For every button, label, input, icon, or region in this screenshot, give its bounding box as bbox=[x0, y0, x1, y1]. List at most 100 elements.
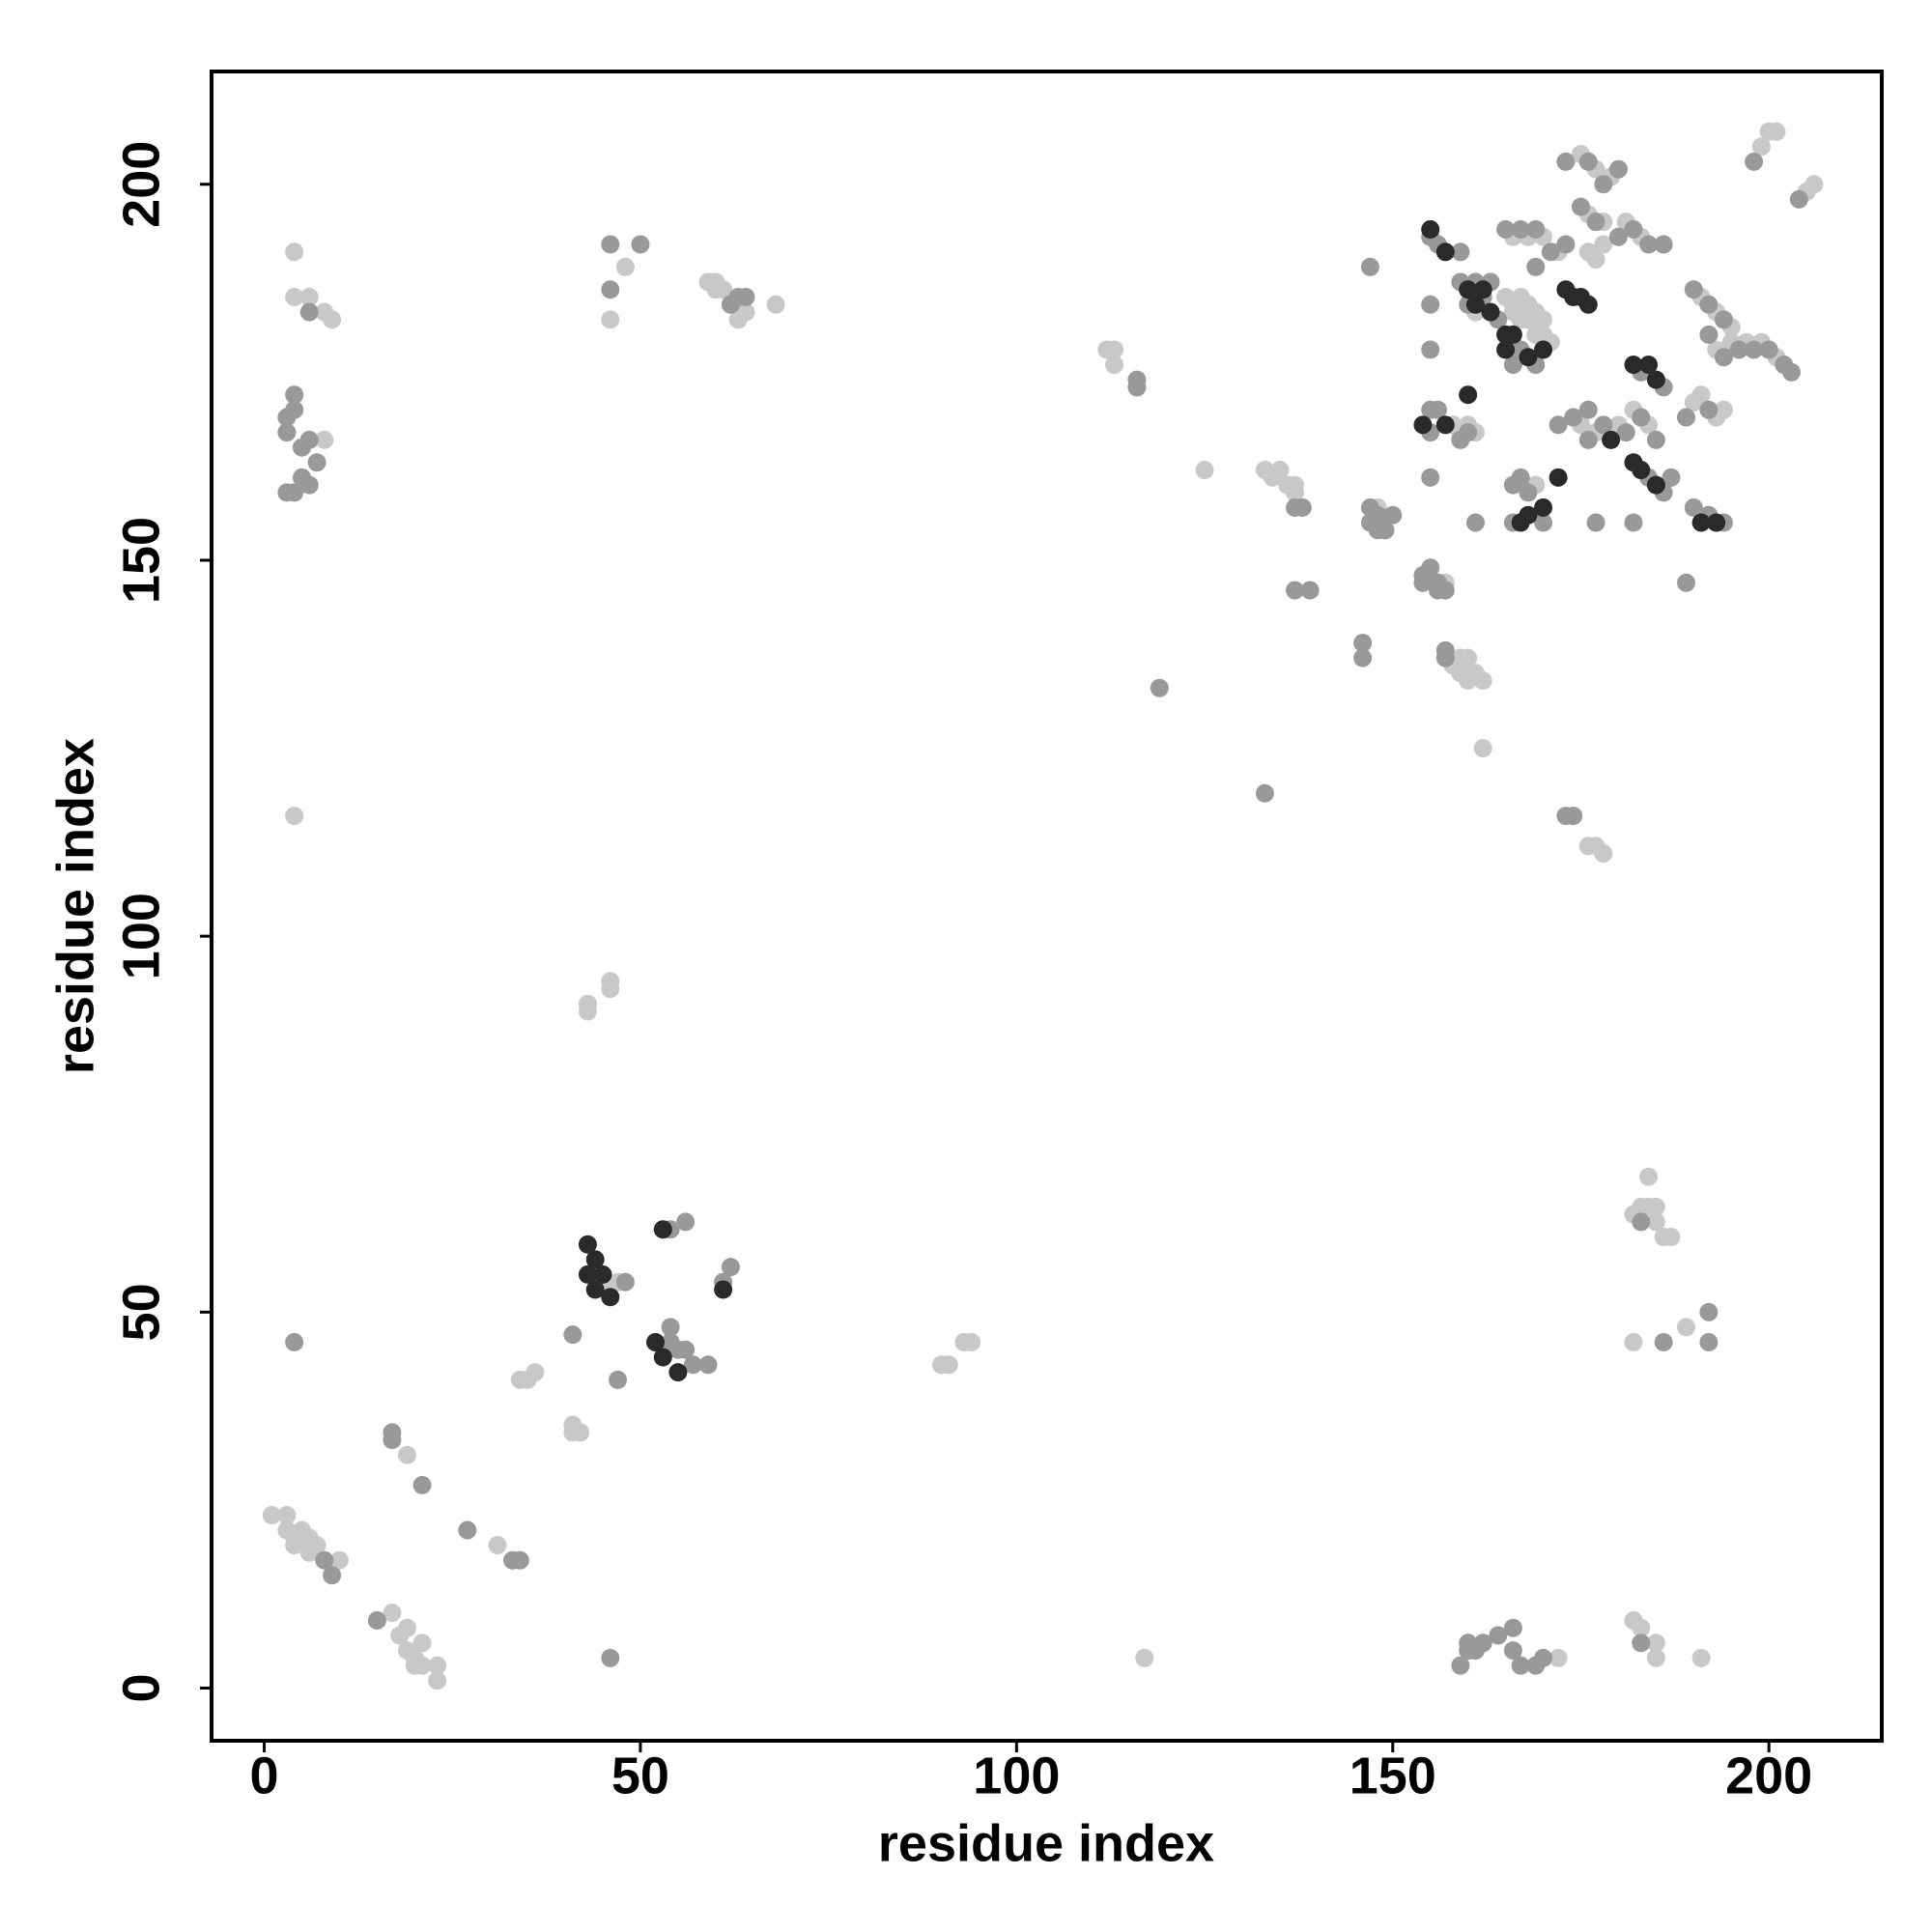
point bbox=[285, 807, 304, 826]
point bbox=[1421, 295, 1440, 314]
point bbox=[1639, 1167, 1659, 1186]
point bbox=[1511, 219, 1530, 239]
point bbox=[1639, 355, 1659, 375]
y-tick-label: 200 bbox=[112, 141, 170, 228]
point bbox=[563, 1423, 582, 1442]
point bbox=[631, 235, 650, 254]
point bbox=[1548, 415, 1568, 435]
point bbox=[1413, 573, 1433, 592]
point bbox=[578, 994, 597, 1013]
point bbox=[1376, 521, 1395, 540]
point bbox=[698, 1355, 718, 1375]
point bbox=[1691, 513, 1711, 532]
point bbox=[676, 1340, 696, 1359]
point bbox=[1594, 235, 1613, 254]
point bbox=[653, 1220, 672, 1239]
point bbox=[1677, 408, 1696, 427]
point bbox=[277, 1505, 297, 1524]
point bbox=[1684, 280, 1703, 299]
point bbox=[1578, 295, 1598, 314]
point bbox=[962, 1332, 981, 1351]
point bbox=[1459, 385, 1478, 405]
point bbox=[323, 310, 342, 329]
point bbox=[1564, 408, 1583, 427]
point bbox=[1782, 362, 1802, 382]
point bbox=[397, 1445, 416, 1464]
point bbox=[646, 1332, 666, 1351]
point bbox=[939, 1355, 958, 1375]
point bbox=[601, 972, 620, 991]
point bbox=[428, 1671, 447, 1690]
point bbox=[1714, 310, 1733, 329]
point bbox=[1534, 513, 1553, 532]
point bbox=[601, 1288, 620, 1307]
point bbox=[1602, 430, 1621, 449]
point bbox=[1586, 250, 1605, 270]
point bbox=[1105, 340, 1124, 359]
point bbox=[1496, 219, 1516, 239]
point bbox=[1489, 1626, 1508, 1645]
point bbox=[1459, 423, 1478, 442]
point bbox=[1646, 1197, 1665, 1216]
point bbox=[668, 1363, 688, 1382]
point bbox=[1745, 152, 1764, 171]
x-tick-label: 100 bbox=[973, 1747, 1060, 1804]
point bbox=[1707, 513, 1726, 532]
point bbox=[1662, 1227, 1681, 1246]
point bbox=[1608, 227, 1628, 246]
point bbox=[299, 475, 319, 495]
point bbox=[428, 1656, 447, 1675]
point bbox=[315, 1550, 334, 1570]
point bbox=[1435, 581, 1455, 600]
point bbox=[1751, 137, 1771, 156]
point bbox=[488, 1536, 507, 1555]
point bbox=[299, 288, 319, 307]
point bbox=[1556, 152, 1576, 171]
point bbox=[1503, 355, 1522, 375]
point bbox=[1519, 483, 1538, 502]
point bbox=[1586, 213, 1605, 232]
point bbox=[285, 385, 304, 405]
point bbox=[1608, 159, 1628, 179]
point bbox=[1534, 340, 1553, 359]
point bbox=[615, 1272, 635, 1292]
plot-frame bbox=[210, 70, 1884, 1743]
point bbox=[323, 1566, 342, 1585]
point bbox=[1616, 423, 1635, 442]
point bbox=[601, 280, 620, 299]
point bbox=[1413, 415, 1433, 435]
point bbox=[1473, 280, 1492, 299]
point bbox=[1465, 513, 1485, 532]
point bbox=[1428, 400, 1447, 419]
point bbox=[315, 430, 334, 449]
point bbox=[661, 1318, 680, 1337]
point bbox=[1300, 581, 1320, 600]
point bbox=[1677, 573, 1696, 592]
point bbox=[714, 280, 733, 299]
point bbox=[1459, 280, 1478, 299]
point bbox=[1270, 461, 1290, 480]
point bbox=[1578, 430, 1598, 449]
point bbox=[585, 1280, 605, 1299]
point bbox=[1654, 1332, 1673, 1351]
point bbox=[412, 1475, 432, 1494]
point bbox=[383, 1431, 402, 1450]
x-tick-label: 0 bbox=[249, 1747, 278, 1804]
point bbox=[1511, 1656, 1530, 1675]
point bbox=[285, 483, 304, 502]
point bbox=[1632, 408, 1651, 427]
point bbox=[1594, 415, 1613, 435]
y-tick-label: 0 bbox=[112, 1673, 170, 1702]
point bbox=[1639, 235, 1659, 254]
point bbox=[1150, 678, 1169, 697]
point bbox=[1481, 302, 1500, 322]
point bbox=[736, 288, 755, 307]
point bbox=[676, 1212, 696, 1232]
point bbox=[299, 430, 319, 449]
point bbox=[1360, 257, 1379, 276]
point bbox=[1534, 1648, 1553, 1667]
point bbox=[1127, 378, 1147, 397]
point bbox=[1435, 415, 1455, 435]
point bbox=[1526, 219, 1546, 239]
point bbox=[1503, 1641, 1522, 1661]
